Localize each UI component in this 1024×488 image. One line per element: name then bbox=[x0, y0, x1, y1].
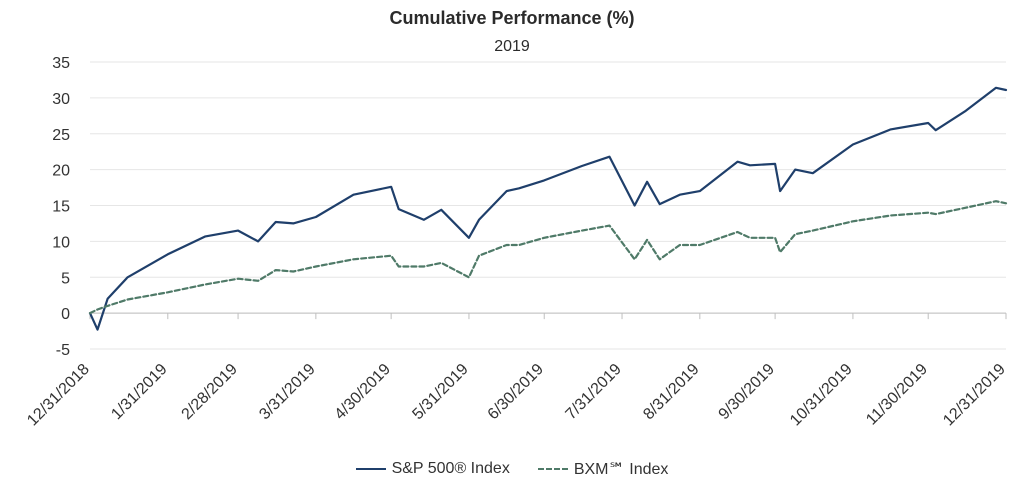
y-tick-label: 0 bbox=[61, 306, 70, 323]
legend-label-sp500: S&P 500® Index bbox=[391, 460, 510, 477]
y-tick-label: 20 bbox=[52, 163, 70, 180]
x-tick-label: 8/31/2019 bbox=[640, 361, 702, 423]
legend-label-bxm: BXM℠ Index bbox=[573, 461, 669, 478]
y-tick-label: 25 bbox=[52, 127, 70, 144]
x-tick-label: 12/31/2018 bbox=[24, 361, 93, 430]
x-tick-label: 12/31/2019 bbox=[940, 361, 1009, 430]
legend: S&P 500® Index BXM℠ Index bbox=[0, 459, 1024, 479]
x-tick-label: 2/28/2019 bbox=[179, 361, 241, 423]
series-line-sp500 bbox=[88, 86, 1008, 331]
series-line-bxm bbox=[88, 200, 1008, 315]
x-tick-label: 1/31/2019 bbox=[108, 361, 170, 423]
x-tick-label: 6/30/2019 bbox=[485, 361, 547, 423]
y-tick-label: 15 bbox=[52, 199, 70, 216]
y-tick-label: 5 bbox=[61, 270, 70, 287]
legend-item-bxm: BXM℠ Index bbox=[537, 459, 669, 479]
x-tick-label: 3/31/2019 bbox=[256, 361, 318, 423]
x-tick-label: 9/30/2019 bbox=[716, 361, 778, 423]
x-tick-label: 7/31/2019 bbox=[563, 361, 625, 423]
x-tick-label: 11/30/2019 bbox=[863, 361, 931, 429]
x-tick-label: 10/31/2019 bbox=[787, 361, 856, 430]
legend-item-sp500: S&P 500® Index bbox=[355, 460, 510, 478]
y-tick-label: 10 bbox=[52, 234, 70, 251]
legend-swatch-sp500 bbox=[355, 468, 386, 470]
y-tick-label: 35 bbox=[52, 55, 70, 72]
chart-title: Cumulative Performance (%) bbox=[389, 8, 635, 28]
legend-swatch-bxm bbox=[537, 468, 568, 470]
x-tick-label: 5/31/2019 bbox=[409, 361, 471, 423]
x-tick-label: 4/30/2019 bbox=[332, 361, 394, 423]
y-tick-label: 30 bbox=[52, 91, 70, 108]
y-tick-label: -5 bbox=[56, 342, 70, 359]
chart-subtitle: 2019 bbox=[494, 38, 530, 55]
